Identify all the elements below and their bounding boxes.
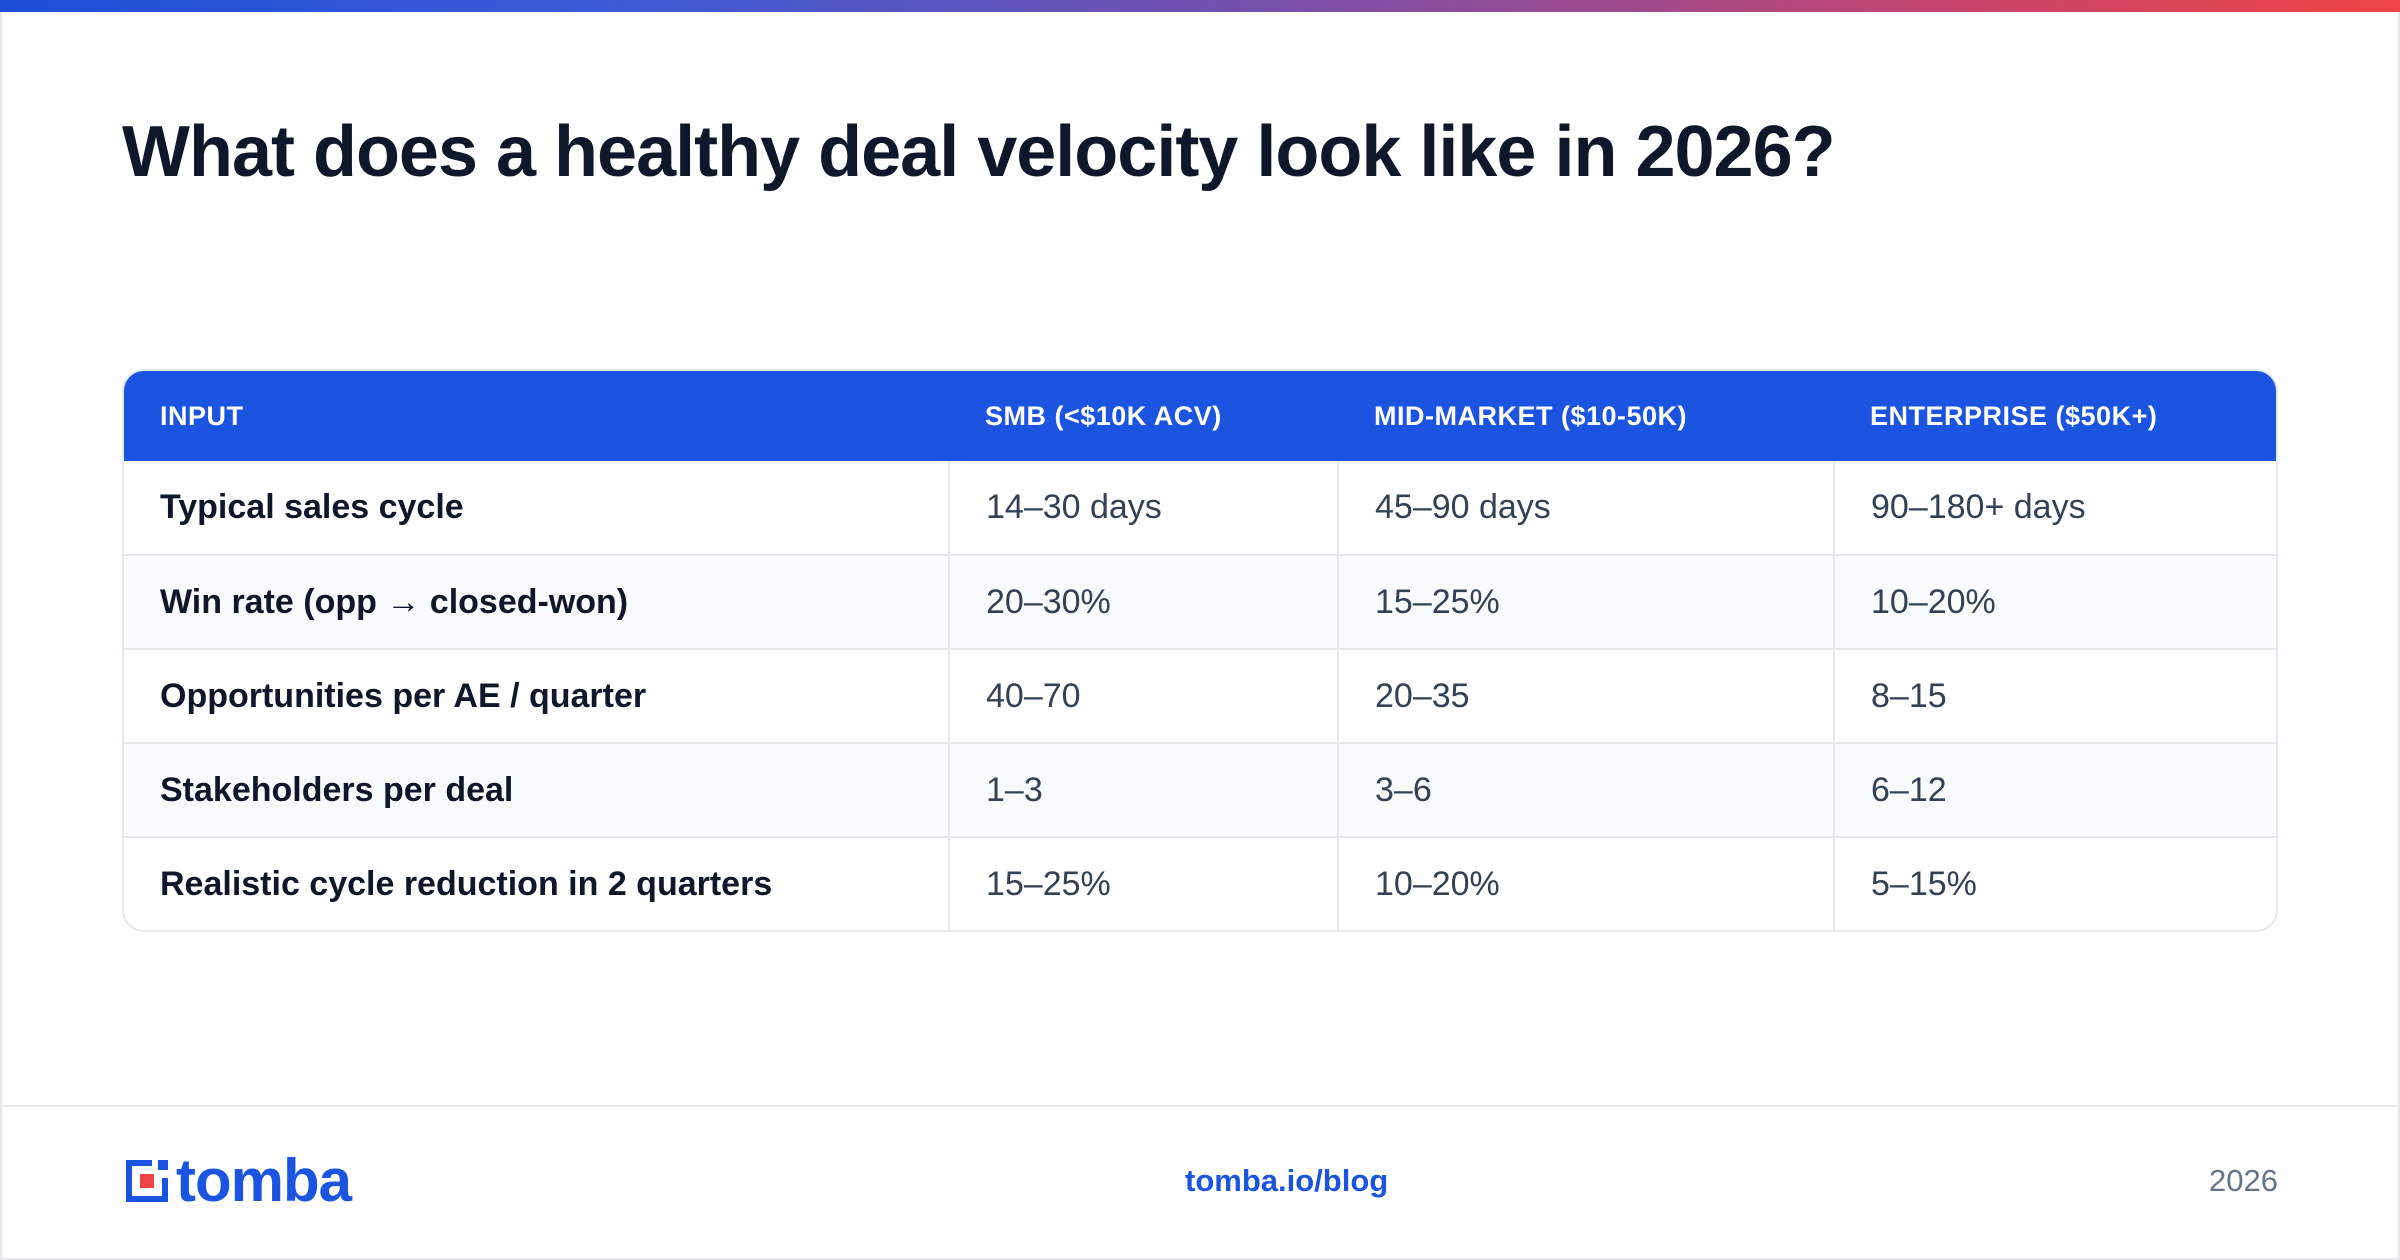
tomba-logo-icon [122, 1156, 172, 1206]
cell-enterprise: 90–180+ days [1833, 461, 2276, 555]
footer-divider [0, 1105, 2400, 1107]
table-row: Stakeholders per deal 1–3 3–6 6–12 [124, 742, 2276, 837]
cell-enterprise: 6–12 [1833, 742, 2276, 837]
cell-mid-market: 20–35 [1337, 648, 1834, 743]
table-row: Typical sales cycle 14–30 days 45–90 day… [124, 461, 2276, 555]
tomba-logo[interactable]: tomba [122, 1147, 352, 1214]
cell-smb: 1–3 [948, 742, 1338, 837]
cell-enterprise: 10–20% [1833, 554, 2276, 649]
column-header-enterprise: ENTERPRISE ($50K+) [1870, 400, 2158, 431]
footer-url-link[interactable]: tomba.io/blog [1185, 1163, 1389, 1198]
cell-mid-market: 10–20% [1337, 836, 1834, 930]
cell-smb: 20–30% [948, 554, 1338, 649]
deal-velocity-table: INPUT SMB (<$10K ACV) MID-MARKET ($10-50… [122, 369, 2278, 932]
table-header-row: INPUT SMB (<$10K ACV) MID-MARKET ($10-50… [124, 371, 2276, 461]
cell-mid-market: 15–25% [1337, 554, 1834, 649]
row-label: Stakeholders per deal [124, 742, 949, 837]
cell-smb: 15–25% [948, 836, 1338, 930]
cell-mid-market: 3–6 [1337, 742, 1834, 837]
cell-smb: 14–30 days [948, 461, 1338, 555]
row-label: Realistic cycle reduction in 2 quarters [124, 836, 949, 930]
top-gradient-bar [0, 0, 2400, 12]
cell-enterprise: 5–15% [1833, 836, 2276, 930]
cell-smb: 40–70 [948, 648, 1338, 743]
table-row: Realistic cycle reduction in 2 quarters … [124, 836, 2276, 930]
table-row: Opportunities per AE / quarter 40–70 20–… [124, 648, 2276, 743]
footer-year: 2026 [2209, 1163, 2278, 1198]
row-label: Win rate (opp → closed-won) [124, 554, 949, 649]
logo-wordmark: tomba [176, 1147, 352, 1214]
cell-mid-market: 45–90 days [1337, 461, 1834, 555]
row-label: Opportunities per AE / quarter [124, 648, 949, 743]
column-header-mid-market: MID-MARKET ($10-50K) [1374, 400, 1688, 431]
column-header-input: INPUT [160, 400, 244, 431]
column-header-smb: SMB (<$10K ACV) [985, 400, 1222, 431]
page-title: What does a healthy deal velocity look l… [122, 112, 1836, 192]
row-label: Typical sales cycle [160, 488, 464, 526]
table-row: Win rate (opp → closed-won) 20–30% 15–25… [124, 554, 2276, 649]
cell-enterprise: 8–15 [1833, 648, 2276, 743]
